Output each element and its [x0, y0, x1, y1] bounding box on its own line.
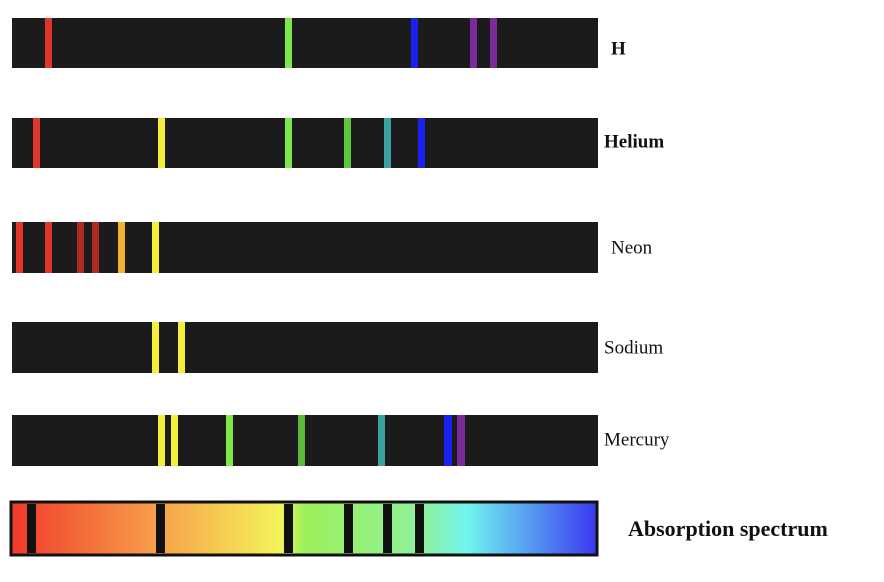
absorption-spectrum: Absorption spectrum — [9, 500, 828, 557]
absorption-label: Absorption spectrum — [628, 516, 828, 541]
helium-spectrum: Helium — [12, 118, 664, 168]
sodium-spectrum: Sodium — [12, 322, 663, 373]
spectrum-label: Mercury — [604, 429, 670, 450]
spectrum-label: Neon — [611, 237, 653, 258]
hydrogen-spectrum: H — [12, 18, 626, 68]
spectrum-label: Sodium — [604, 337, 663, 358]
spectrum-label: Helium — [604, 131, 664, 152]
mercury-spectrum: Mercury — [12, 415, 670, 466]
neon-spectrum: Neon — [12, 222, 653, 273]
spectrum-label: H — [611, 38, 626, 59]
